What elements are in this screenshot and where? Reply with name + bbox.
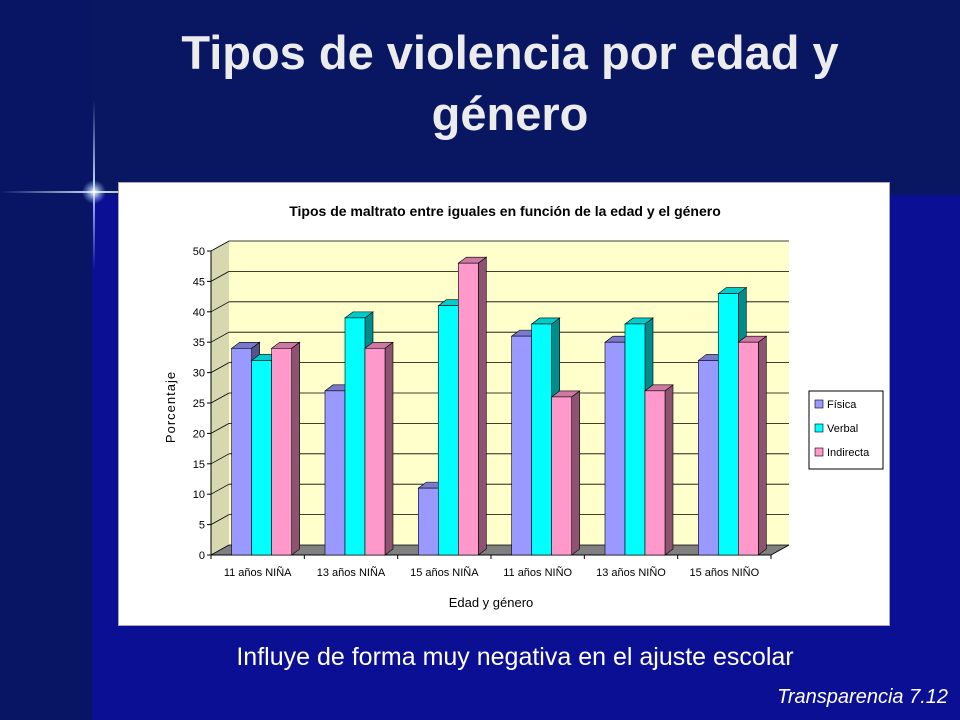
gridline-depth xyxy=(210,240,230,252)
y-tick-label: 50 xyxy=(193,246,205,258)
y-tick-label: 0 xyxy=(199,550,205,562)
bar xyxy=(324,390,346,556)
slide-footer: Transparencia 7.12 xyxy=(777,686,948,708)
y-tick-label: 15 xyxy=(193,459,205,471)
y-tick-label: 35 xyxy=(193,337,205,349)
legend-label: Verbal xyxy=(827,423,858,435)
x-axis-label: Edad y género xyxy=(449,595,534,610)
bar-side xyxy=(571,390,580,556)
bar xyxy=(344,317,366,556)
bar xyxy=(551,396,572,556)
bar xyxy=(718,293,739,556)
gridline-depth xyxy=(210,544,230,556)
bar-side xyxy=(664,384,674,556)
legend-label: Indirecta xyxy=(827,447,870,459)
bar-side xyxy=(478,256,487,556)
y-tick-label: 10 xyxy=(193,489,205,501)
bar xyxy=(531,323,552,556)
gridline-depth xyxy=(210,483,230,495)
x-tick-label: 11 años NIÑA xyxy=(224,566,292,579)
x-tick-label: 15 años NIÑO xyxy=(689,566,759,579)
y-tick-label: 40 xyxy=(193,307,205,319)
y-tick-label: 5 xyxy=(199,520,205,532)
slide-background-left xyxy=(0,0,92,720)
gridline-depth xyxy=(210,514,230,525)
slide-background-top xyxy=(0,0,960,195)
bar xyxy=(231,347,252,556)
gridline-depth xyxy=(210,453,230,465)
bar-chart: 0 5 10 15 20 25 30 35 40 45 50 11 años NIÑA 13 años … xyxy=(163,203,884,610)
x-axis-depth xyxy=(770,544,790,556)
bar xyxy=(438,305,459,556)
y-tick-label: 20 xyxy=(193,428,205,440)
y-tick-label: 45 xyxy=(193,276,205,288)
bar-side xyxy=(291,341,300,556)
bar-side xyxy=(384,341,394,556)
x-tick-label: 13 años NIÑO xyxy=(596,566,666,579)
legend-label: Física xyxy=(827,399,857,411)
y-axis-label: Porcentaje xyxy=(163,371,178,443)
bar xyxy=(364,347,386,556)
gridline-depth xyxy=(210,331,230,343)
legend-swatch xyxy=(814,447,824,457)
gridline-depth xyxy=(210,271,230,282)
bar-side xyxy=(758,335,767,556)
bar xyxy=(644,390,666,556)
x-tick-label: 13 años NIÑA xyxy=(317,566,386,579)
bar xyxy=(458,262,479,556)
gridline-depth xyxy=(210,301,230,313)
slide-subtitle: Influye de forma muy negativa en el ajus… xyxy=(236,643,794,671)
bar xyxy=(624,323,646,556)
legend-swatch xyxy=(814,423,824,433)
chart-title: Tipos de maltrato entre iguales en funci… xyxy=(289,203,721,219)
x-tick-label: 15 años NIÑA xyxy=(410,566,479,579)
bar xyxy=(698,360,719,556)
bar xyxy=(604,341,626,556)
gridline-depth xyxy=(210,392,230,404)
y-tick-label: 25 xyxy=(193,398,205,410)
y-tick-label: 30 xyxy=(193,368,205,380)
bar xyxy=(271,347,292,556)
x-tick-label: 11 años NIÑO xyxy=(503,566,572,579)
chart-panel: 0 5 10 15 20 25 30 35 40 45 50 11 años NIÑA 13 años … xyxy=(118,182,890,626)
bar xyxy=(418,487,439,556)
light-flare-core xyxy=(82,180,106,204)
bar xyxy=(738,341,759,556)
bar xyxy=(511,335,532,556)
slide-title: Tipos de violencia por edad y género xyxy=(181,26,839,141)
gridline-depth xyxy=(210,362,230,373)
bar xyxy=(251,360,272,556)
legend-swatch xyxy=(814,399,824,409)
gridline-depth xyxy=(210,423,230,434)
light-flare-horizontal xyxy=(0,191,230,193)
